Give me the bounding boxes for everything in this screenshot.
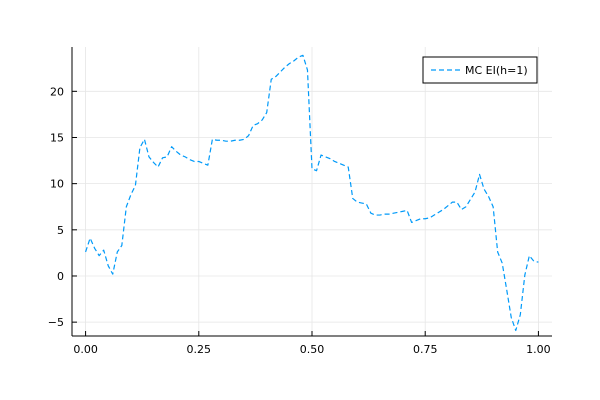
grid bbox=[72, 47, 552, 336]
y-tick-label: −5 bbox=[48, 316, 64, 329]
x-tick-label: 0.50 bbox=[300, 343, 325, 356]
y-tick-label: 0 bbox=[57, 270, 64, 283]
series-line-0 bbox=[85, 54, 539, 332]
x-tick-label: 0.75 bbox=[413, 343, 438, 356]
y-tick-label: 20 bbox=[50, 85, 64, 98]
x-tick-label: 0.25 bbox=[187, 343, 212, 356]
y-axis-ticks: −5 0 5 10 15 20 bbox=[48, 85, 77, 329]
y-tick-label: 10 bbox=[50, 178, 64, 191]
x-axis-ticks: 0.00 0.25 0.50 0.75 1.00 bbox=[73, 331, 551, 356]
series-layer bbox=[85, 54, 539, 332]
legend-label: MC EI(h=1) bbox=[465, 64, 528, 77]
x-tick-label: 1.00 bbox=[526, 343, 551, 356]
legend: MC EI(h=1) bbox=[422, 56, 538, 84]
x-tick-label: 0.00 bbox=[73, 343, 98, 356]
y-tick-label: 5 bbox=[57, 224, 64, 237]
y-tick-label: 15 bbox=[50, 131, 64, 144]
